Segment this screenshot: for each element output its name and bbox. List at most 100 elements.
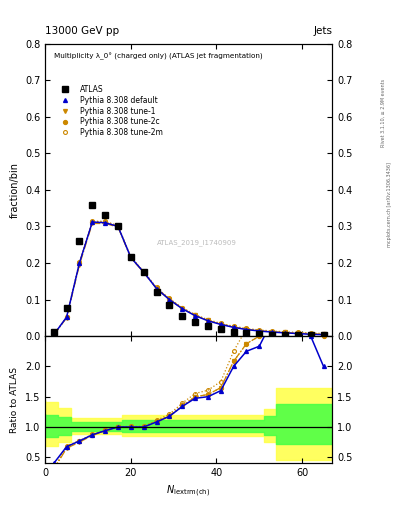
Y-axis label: Ratio to ATLAS: Ratio to ATLAS [10, 367, 19, 433]
Pythia 8.308 tune-2m [180, 305, 185, 311]
Pythia 8.308 default [309, 331, 313, 337]
Pythia 8.308 tune-2m [244, 326, 249, 332]
Pythia 8.308 default [51, 332, 56, 338]
Pythia 8.308 tune-1 [193, 312, 197, 318]
Pythia 8.308 default [206, 318, 210, 324]
Pythia 8.308 default [103, 220, 108, 226]
Pythia 8.308 tune-2m [257, 327, 262, 333]
Pythia 8.308 tune-1 [90, 220, 95, 226]
ATLAS [231, 329, 236, 335]
Line: Pythia 8.308 tune-2c: Pythia 8.308 tune-2c [52, 220, 325, 337]
Pythia 8.308 tune-2m [77, 259, 82, 265]
Pythia 8.308 default [219, 322, 223, 328]
Pythia 8.308 default [244, 327, 249, 333]
Pythia 8.308 default [231, 324, 236, 330]
ATLAS [219, 326, 223, 332]
Pythia 8.308 tune-1 [206, 317, 210, 324]
ATLAS [283, 332, 287, 338]
Pythia 8.308 tune-1 [296, 330, 300, 336]
Pythia 8.308 tune-1 [270, 329, 274, 335]
Pythia 8.308 default [154, 286, 159, 292]
Pythia 8.308 tune-1 [103, 220, 108, 226]
Text: Multiplicity λ_0° (charged only) (ATLAS jet fragmentation): Multiplicity λ_0° (charged only) (ATLAS … [54, 52, 263, 60]
Pythia 8.308 default [129, 254, 133, 261]
Pythia 8.308 default [167, 296, 172, 303]
ATLAS [167, 302, 172, 308]
Line: Pythia 8.308 tune-2m: Pythia 8.308 tune-2m [52, 219, 325, 337]
Pythia 8.308 default [257, 328, 262, 334]
Pythia 8.308 default [77, 260, 82, 266]
Pythia 8.308 tune-1 [309, 331, 313, 337]
ATLAS [116, 223, 120, 229]
Pythia 8.308 tune-2c [193, 312, 197, 318]
Pythia 8.308 tune-2c [206, 317, 210, 324]
Pythia 8.308 tune-1 [129, 255, 133, 261]
Pythia 8.308 tune-2c [270, 329, 274, 335]
Pythia 8.308 tune-1 [167, 296, 172, 303]
Pythia 8.308 tune-1 [64, 315, 69, 321]
ATLAS [270, 332, 274, 338]
Pythia 8.308 tune-2c [219, 321, 223, 327]
Pythia 8.308 tune-2c [77, 260, 82, 266]
Line: Pythia 8.308 default: Pythia 8.308 default [52, 220, 325, 336]
Pythia 8.308 tune-1 [219, 321, 223, 327]
Pythia 8.308 tune-2c [90, 219, 95, 225]
Pythia 8.308 default [321, 332, 326, 338]
Pythia 8.308 tune-2c [244, 326, 249, 332]
Pythia 8.308 tune-2m [129, 253, 133, 260]
Text: ATLAS_2019_I1740909: ATLAS_2019_I1740909 [157, 239, 237, 246]
Pythia 8.308 tune-2m [103, 218, 108, 224]
ATLAS [129, 254, 133, 261]
ATLAS [296, 332, 300, 338]
Text: mcplots.cern.ch [arXiv:1306.3436]: mcplots.cern.ch [arXiv:1306.3436] [387, 162, 391, 247]
Line: Pythia 8.308 tune-1: Pythia 8.308 tune-1 [52, 222, 325, 337]
Pythia 8.308 tune-1 [244, 326, 249, 332]
Pythia 8.308 tune-1 [116, 224, 120, 230]
Pythia 8.308 tune-2m [231, 323, 236, 329]
ATLAS [193, 319, 197, 325]
Pythia 8.308 tune-2m [219, 321, 223, 327]
Pythia 8.308 tune-1 [141, 269, 146, 275]
Pythia 8.308 tune-1 [321, 331, 326, 337]
Pythia 8.308 default [116, 223, 120, 229]
Pythia 8.308 tune-2m [296, 329, 300, 335]
Pythia 8.308 tune-2c [321, 331, 326, 337]
Pythia 8.308 tune-2c [103, 219, 108, 225]
Pythia 8.308 tune-2m [321, 331, 326, 337]
ATLAS [154, 289, 159, 295]
Text: 13000 GeV pp: 13000 GeV pp [45, 26, 119, 36]
Pythia 8.308 tune-2c [116, 223, 120, 229]
Pythia 8.308 tune-2m [116, 223, 120, 229]
Pythia 8.308 default [141, 269, 146, 275]
ATLAS [64, 305, 69, 311]
Pythia 8.308 default [193, 313, 197, 319]
Pythia 8.308 tune-2m [193, 311, 197, 317]
Pythia 8.308 tune-1 [231, 324, 236, 330]
ATLAS [51, 329, 56, 335]
Pythia 8.308 tune-2m [309, 330, 313, 336]
ATLAS [180, 313, 185, 319]
ATLAS [309, 332, 313, 338]
Pythia 8.308 tune-2c [257, 328, 262, 334]
Pythia 8.308 tune-2c [154, 285, 159, 291]
Pythia 8.308 default [270, 329, 274, 335]
Pythia 8.308 default [180, 306, 185, 312]
Pythia 8.308 tune-2c [231, 324, 236, 330]
Y-axis label: fraction/bin: fraction/bin [9, 162, 19, 218]
ATLAS [244, 330, 249, 336]
ATLAS [257, 331, 262, 337]
Pythia 8.308 tune-2c [167, 296, 172, 302]
ATLAS [141, 269, 146, 275]
X-axis label: $N_\mathsf{lextrm(ch)}$: $N_\mathsf{lextrm(ch)}$ [167, 484, 211, 499]
Legend: ATLAS, Pythia 8.308 default, Pythia 8.308 tune-1, Pythia 8.308 tune-2c, Pythia 8: ATLAS, Pythia 8.308 default, Pythia 8.30… [54, 82, 166, 140]
Pythia 8.308 tune-1 [154, 286, 159, 292]
Pythia 8.308 tune-1 [77, 262, 82, 268]
Pythia 8.308 tune-2c [296, 330, 300, 336]
Pythia 8.308 tune-2m [283, 329, 287, 335]
Pythia 8.308 default [296, 331, 300, 337]
Pythia 8.308 tune-2c [180, 305, 185, 311]
Text: Jets: Jets [313, 26, 332, 36]
Pythia 8.308 tune-2m [51, 332, 56, 338]
ATLAS [103, 212, 108, 219]
Pythia 8.308 tune-2m [154, 285, 159, 291]
